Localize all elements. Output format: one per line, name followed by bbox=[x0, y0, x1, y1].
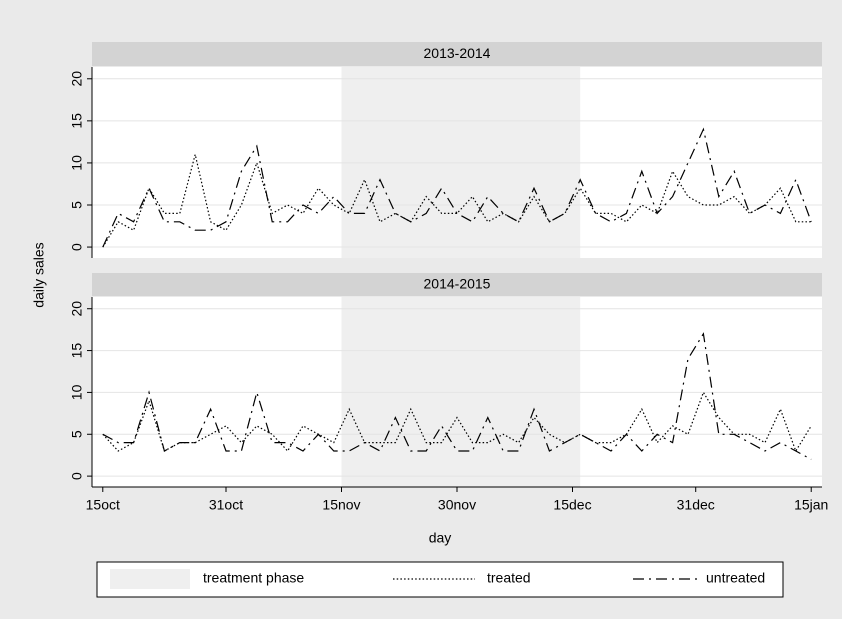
panel-header bbox=[92, 273, 822, 296]
y-tick-label: 0 bbox=[69, 243, 85, 251]
y-tick-label: 5 bbox=[69, 201, 85, 209]
legend-label: treatment phase bbox=[203, 570, 304, 586]
panel-title: 2013-2014 bbox=[424, 45, 491, 61]
legend-label: untreated bbox=[706, 570, 765, 586]
y-tick-label: 10 bbox=[69, 384, 85, 400]
panel-title: 2014-2015 bbox=[424, 276, 491, 292]
x-tick-label: 31dec bbox=[677, 497, 715, 513]
series-line bbox=[102, 391, 812, 453]
x-tick-label: 30nov bbox=[438, 497, 476, 513]
y-tick-label: 5 bbox=[69, 430, 85, 438]
series-line bbox=[102, 154, 812, 248]
legend-swatch bbox=[110, 569, 190, 589]
x-tick-label: 15jan bbox=[794, 497, 828, 513]
y-tick-label: 10 bbox=[69, 155, 85, 171]
panel-header bbox=[92, 42, 822, 66]
y-tick-label: 15 bbox=[69, 113, 85, 129]
y-tick-label: 20 bbox=[69, 71, 85, 87]
x-tick-label: 31oct bbox=[209, 497, 243, 513]
y-axis-title: daily sales bbox=[31, 242, 47, 307]
x-tick-label: 15dec bbox=[553, 497, 591, 513]
legend-label: treated bbox=[487, 570, 531, 586]
x-axis-title: day bbox=[429, 530, 452, 546]
series-line bbox=[102, 332, 812, 460]
y-tick-label: 0 bbox=[69, 472, 85, 480]
y-tick-label: 15 bbox=[69, 343, 85, 359]
x-tick-label: 15nov bbox=[322, 497, 360, 513]
x-tick-label: 15oct bbox=[86, 497, 120, 513]
legend bbox=[96, 561, 784, 598]
series-line bbox=[102, 127, 812, 248]
y-tick-label: 20 bbox=[69, 301, 85, 317]
